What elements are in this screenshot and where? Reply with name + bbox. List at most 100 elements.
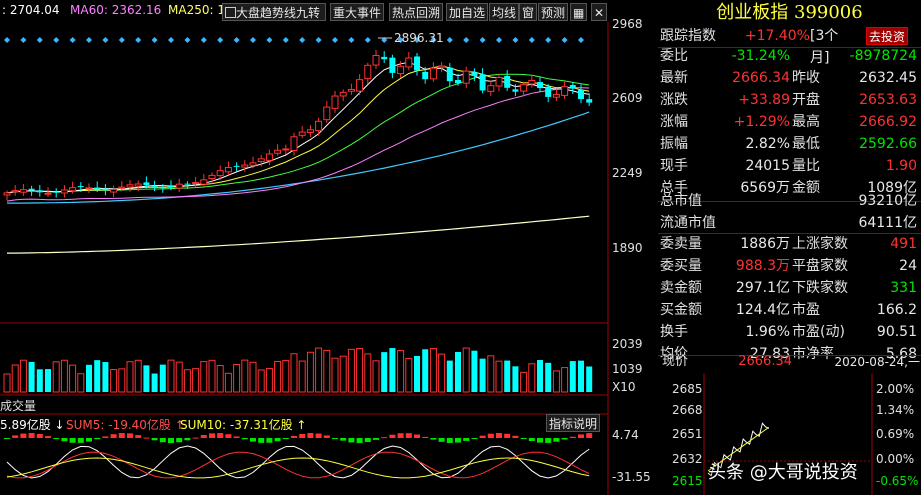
signal-diamond xyxy=(348,37,355,43)
candlestick xyxy=(446,63,453,87)
candlestick xyxy=(471,68,478,81)
candlestick xyxy=(249,156,257,169)
kline-chart[interactable]: 2896.31 xyxy=(0,22,610,495)
candlestick xyxy=(184,181,191,190)
indicator-bar xyxy=(176,438,183,443)
indicator-sum5: SUM5: -19.40亿股 ↑ xyxy=(66,418,185,432)
moving-average-button[interactable]: 均线 xyxy=(489,3,520,21)
window-button[interactable]: 窗 xyxy=(519,3,538,21)
indicator-bar xyxy=(12,435,19,438)
signal-diamond xyxy=(86,37,92,43)
quote-row: 总市值 93210亿 xyxy=(658,190,921,212)
mini-axis-label: 2668 xyxy=(672,403,703,417)
volume-bar xyxy=(126,361,134,393)
quote-row: 振幅 2.82% 最低 2592.66 xyxy=(658,133,921,155)
indicator-bar xyxy=(496,433,502,438)
signal-diamond xyxy=(528,37,535,43)
candlestick xyxy=(552,88,560,102)
volume-bar xyxy=(60,359,68,393)
candlestick xyxy=(397,61,405,78)
forecast-button[interactable]: 预测 xyxy=(538,3,569,21)
ma60-label: MA60: 2362.16 xyxy=(70,3,162,17)
candlestick xyxy=(586,93,593,106)
candlestick xyxy=(331,90,339,113)
indicator-bar xyxy=(28,433,35,438)
field-value: 2592.66 xyxy=(859,136,917,152)
field-value: 27.83 xyxy=(749,346,790,362)
candlestick xyxy=(274,144,282,156)
field-label: 上涨家数 xyxy=(792,236,848,252)
ma5-line xyxy=(6,61,590,194)
grid-icon[interactable]: ▦ xyxy=(570,3,588,21)
candlestick xyxy=(429,62,437,82)
indicator-bar xyxy=(110,434,117,438)
indicator-axis-label: -31.55 xyxy=(612,470,651,484)
candlestick xyxy=(389,54,396,79)
indicator-bar xyxy=(446,438,453,443)
peak-label: 2896.31 xyxy=(394,31,444,45)
add-watchlist-button[interactable]: 加自选 xyxy=(446,3,489,21)
candlestick xyxy=(60,185,68,198)
indicator-axis-label: 4.74 xyxy=(612,428,639,442)
volume-bar xyxy=(455,351,461,392)
quote-row: 委买量 988.3万 平盘家数 24 xyxy=(658,255,921,277)
candlestick xyxy=(159,184,166,193)
indicator-bar xyxy=(151,438,158,441)
volume-bar xyxy=(192,368,200,393)
indicator-bar xyxy=(438,438,445,442)
signal-diamond xyxy=(332,37,338,43)
divider xyxy=(658,355,921,356)
close-icon[interactable]: ✕ xyxy=(591,3,608,21)
mini-axis-label: 2685 xyxy=(672,382,703,396)
candlestick xyxy=(356,74,364,96)
intraday-price-line xyxy=(707,422,770,477)
volume-bar xyxy=(28,361,35,392)
candlestick xyxy=(265,149,273,166)
indicator-bar xyxy=(487,433,494,438)
index-code: 399006 xyxy=(794,2,863,23)
candlestick xyxy=(422,66,429,84)
indicator-bar xyxy=(233,436,240,438)
signal-diamond xyxy=(446,37,453,43)
candlestick xyxy=(11,185,19,196)
hot-review-button[interactable]: 热点回溯 xyxy=(389,3,444,21)
quote-row: 最新 2666.34 昨收 2632.45 xyxy=(658,67,921,89)
field-label: 委卖量 xyxy=(660,236,702,252)
signal-diamond xyxy=(512,37,519,43)
invest-button[interactable]: 去投资 xyxy=(866,27,909,45)
signal-diamond xyxy=(496,37,502,43)
indicator-bar xyxy=(340,438,347,441)
volume-bar xyxy=(323,349,331,393)
indicator-bar xyxy=(455,438,461,443)
indicator-bar xyxy=(159,438,166,443)
indicator-bar xyxy=(209,433,215,438)
intraday-mini-chart[interactable] xyxy=(658,373,921,495)
signal-diamond xyxy=(118,37,125,43)
indicator-bar xyxy=(135,435,142,438)
indicator-explain-button[interactable]: 指标说明 xyxy=(546,414,601,432)
indicator-value-1: 5.89亿股 ↓ xyxy=(0,418,65,432)
signal-diamond xyxy=(184,37,191,43)
signal-diamond xyxy=(315,37,322,43)
signal-diamond xyxy=(200,37,207,43)
candlestick xyxy=(512,84,519,97)
quote-row: 总手 6569万 金额 1089亿 xyxy=(658,177,921,199)
indicator-bar xyxy=(45,436,51,438)
indicator-bar xyxy=(36,433,43,438)
field-label: 量比 xyxy=(792,158,820,174)
field-value: 297.1亿 xyxy=(735,280,790,296)
price-axis-label: 2609 xyxy=(612,91,643,105)
indicator-bar xyxy=(250,438,256,442)
major-events-button[interactable]: 重大事件 xyxy=(330,3,385,21)
trend-line-button[interactable]: 大盘趋势线九转 xyxy=(222,3,326,21)
candlestick xyxy=(257,154,265,167)
volume-bar xyxy=(36,369,43,392)
candlestick xyxy=(306,124,314,138)
tracking-period: [3个月] xyxy=(810,28,839,66)
indicator-bar xyxy=(397,433,404,438)
field-value: 1.96% xyxy=(745,324,790,340)
candlestick xyxy=(102,184,109,196)
field-value: 24 xyxy=(899,258,917,274)
signal-diamond xyxy=(4,37,10,43)
candlestick xyxy=(323,101,331,123)
